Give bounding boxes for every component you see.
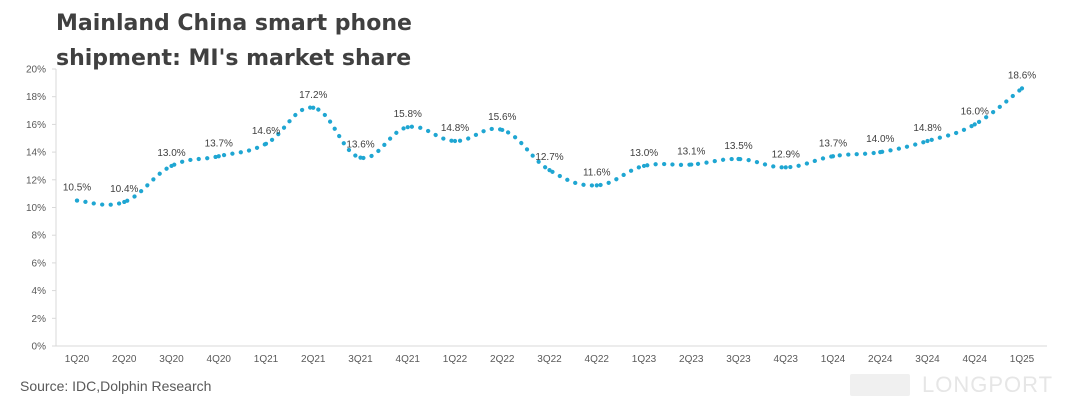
data-label: 16.0% [961,106,989,117]
data-point [74,198,80,203]
x-tick-label: 1Q22 [443,354,468,365]
x-tick-label: 4Q21 [396,354,421,365]
data-point [216,154,221,159]
data-point [925,138,930,144]
data-point [594,183,599,188]
data-label: 17.2% [299,90,327,101]
data-point [500,127,505,133]
data-label: 15.6% [488,112,516,123]
data-point [736,156,741,162]
data-point [1019,86,1025,91]
y-tick-label: 20% [26,65,46,76]
data-label: 13.7% [205,138,233,149]
y-tick-label: 6% [32,258,47,269]
data-label: 14.0% [866,134,894,145]
watermark: LONGPORT [850,372,1053,398]
data-label: 12.7% [535,152,563,163]
data-label: 12.9% [772,149,800,160]
data-label: 14.8% [441,123,469,134]
data-point [311,105,316,110]
data-point [358,155,363,160]
data-point [452,138,458,144]
x-tick-label: 2Q20 [112,354,137,365]
title-line-2: shipment: MI's market share [56,46,412,71]
data-point [169,163,174,169]
x-tick-label: 2Q21 [301,354,326,365]
y-tick-label: 2% [32,314,47,325]
data-label: 10.4% [110,184,138,195]
data-point [263,141,269,146]
y-tick-label: 16% [26,120,46,131]
x-tick-label: 2Q24 [868,354,893,365]
source-note: Source: IDC,Dolphin Research [20,378,212,394]
x-tick-label: 1Q20 [65,354,90,365]
y-tick-label: 12% [26,175,46,186]
x-tick-label: 4Q20 [207,354,232,365]
x-tick-label: 3Q20 [159,354,184,365]
y-tick-label: 18% [26,92,46,103]
data-label: 13.0% [157,148,185,159]
data-label: 13.0% [630,148,658,159]
x-tick-label: 2Q22 [490,354,515,365]
data-point [783,165,788,170]
x-tick-label: 3Q21 [348,354,373,365]
x-tick-label: 3Q23 [726,354,751,365]
x-tick-label: 3Q22 [537,354,562,365]
data-label: 18.6% [1008,70,1036,81]
x-tick-label: 4Q24 [963,354,988,365]
y-tick-label: 0% [32,342,47,353]
x-tick-label: 1Q21 [254,354,279,365]
title-line-1: Mainland China smart phone [56,11,412,36]
x-tick-label: 1Q25 [1010,354,1035,365]
y-tick-label: 8% [32,231,47,242]
y-tick-label: 4% [32,286,47,297]
x-tick-label: 1Q24 [821,354,846,365]
y-tick-label: 14% [26,148,46,159]
data-point [972,122,977,127]
data-label: 11.6% [583,167,611,178]
x-tick-label: 4Q22 [585,354,610,365]
x-tick-label: 3Q24 [915,354,940,365]
data-label: 15.8% [394,109,422,120]
data-point [122,199,127,205]
data-point [830,154,836,159]
x-tick-label: 2Q23 [679,354,704,365]
chart-title: Mainland China smart phone shipment: MI'… [56,6,412,76]
data-point [547,168,552,173]
data-label: 13.5% [724,141,752,152]
data-label: 14.8% [913,123,941,134]
data-point [405,125,410,130]
data-label: 13.7% [819,138,847,149]
data-point [641,163,647,169]
data-label: 14.6% [252,126,280,137]
x-tick-label: 1Q23 [632,354,657,365]
data-label: 13.6% [346,140,374,151]
x-tick-label: 4Q23 [774,354,799,365]
data-label: 10.5% [63,183,91,194]
data-point [689,162,694,167]
data-point [878,150,883,155]
watermark-text: LONGPORT [922,372,1054,397]
data-label: 13.1% [677,147,705,158]
watermark-logo-icon [850,374,910,396]
y-tick-label: 10% [26,203,46,214]
